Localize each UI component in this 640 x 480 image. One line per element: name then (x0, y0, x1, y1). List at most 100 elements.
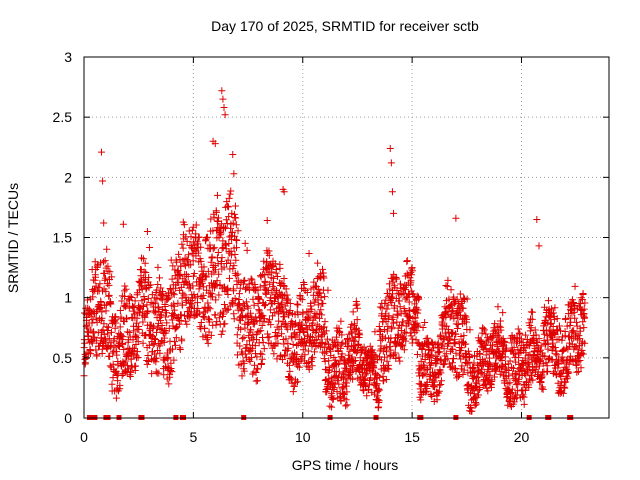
data-point (274, 331, 282, 339)
data-point (333, 333, 341, 341)
data-point (532, 331, 540, 339)
data-point (523, 340, 531, 348)
data-point (214, 217, 222, 225)
data-point (139, 255, 147, 263)
data-point (366, 342, 374, 350)
data-point (450, 339, 458, 347)
data-point (391, 349, 399, 357)
data-point (442, 350, 450, 358)
data-point (378, 304, 386, 312)
data-point (230, 315, 238, 323)
data-point (179, 244, 187, 252)
data-point (292, 379, 300, 387)
data-point (89, 316, 97, 324)
data-point (249, 295, 257, 303)
data-point (149, 341, 157, 349)
data-point (405, 318, 413, 326)
data-point (453, 295, 461, 303)
data-point (294, 301, 302, 309)
data-point (240, 333, 248, 341)
data-point (266, 316, 273, 324)
data-point (283, 299, 291, 307)
data-point (205, 303, 213, 311)
data-point (181, 262, 189, 270)
data-point (286, 367, 294, 375)
data-point (227, 187, 235, 195)
data-point (215, 270, 223, 278)
data-point (389, 313, 397, 321)
data-point (133, 314, 141, 322)
data-point (462, 340, 470, 348)
data-point (466, 403, 474, 411)
data-point (271, 260, 279, 268)
data-point (255, 306, 263, 314)
data-point (501, 338, 509, 346)
data-point (219, 327, 227, 335)
data-point (185, 251, 193, 259)
data-point (246, 357, 254, 365)
data-point (501, 353, 509, 361)
data-point (514, 325, 522, 333)
data-point (171, 341, 179, 349)
data-point (305, 250, 313, 258)
data-point (187, 233, 195, 241)
data-point (349, 375, 357, 383)
data-point (224, 203, 232, 211)
data-point (379, 347, 387, 355)
data-point (436, 381, 444, 389)
data-point (103, 323, 111, 331)
data-point (288, 334, 296, 342)
data-point (509, 334, 517, 342)
data-point (119, 340, 127, 348)
data-point (524, 352, 532, 360)
data-point (104, 267, 112, 275)
data-point (335, 360, 343, 368)
data-point (392, 355, 400, 363)
data-point (270, 278, 278, 286)
data-point (363, 392, 371, 400)
data-point (204, 299, 212, 307)
data-point (528, 308, 536, 316)
data-point (223, 306, 231, 314)
data-point (273, 332, 281, 340)
x-tick-label: 15 (404, 429, 420, 445)
data-point (365, 385, 373, 393)
data-point (189, 257, 197, 265)
data-point (187, 261, 195, 269)
data-point (216, 281, 224, 289)
data-point (411, 300, 419, 308)
data-point (217, 330, 225, 338)
data-point (235, 290, 243, 298)
data-point (311, 328, 319, 336)
data-point (417, 357, 425, 365)
data-point (286, 299, 294, 307)
data-point (99, 326, 107, 334)
data-point (218, 254, 226, 262)
data-point (247, 309, 255, 317)
data-point (211, 311, 219, 319)
data-point (101, 257, 109, 265)
data-point (526, 327, 534, 335)
data-point (180, 221, 188, 229)
data-point (168, 368, 176, 376)
data-point (375, 322, 383, 330)
data-point (135, 325, 143, 333)
data-point (104, 330, 112, 338)
data-point (399, 333, 407, 341)
data-point (318, 311, 326, 319)
data-point (574, 358, 582, 366)
data-point (454, 325, 462, 333)
data-point (128, 294, 136, 302)
data-point (538, 385, 546, 393)
data-point (558, 388, 566, 396)
data-point (370, 364, 378, 372)
data-point (510, 343, 518, 351)
data-point (321, 349, 329, 357)
data-point (318, 338, 326, 346)
data-point (112, 319, 120, 327)
data-point (564, 368, 572, 376)
data-point (280, 188, 288, 196)
data-point (140, 268, 148, 276)
data-point (403, 258, 411, 266)
data-point (212, 296, 220, 304)
